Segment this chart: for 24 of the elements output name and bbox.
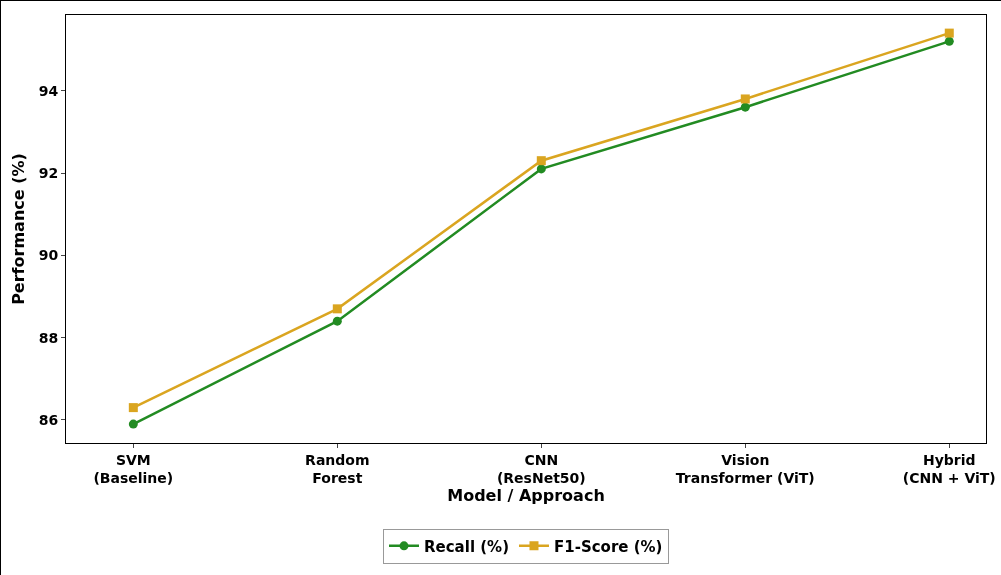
point [332, 304, 342, 314]
point [536, 156, 546, 166]
x-tick-label: Hybrid (CNN + ViT) [902, 451, 996, 486]
point [740, 94, 750, 104]
point [740, 102, 750, 112]
legend-label: F1-Score (%) [553, 537, 663, 556]
y-tick-label: 90 [38, 247, 59, 264]
x-tick-label: CNN (ResNet50) [496, 451, 586, 486]
y-tick-label: 86 [38, 411, 59, 428]
y-tick-label: 92 [38, 164, 59, 181]
y-tick-label: 94 [38, 82, 59, 99]
x-axis-title: Model / Approach [447, 486, 605, 505]
point [128, 403, 138, 413]
point [944, 36, 954, 46]
x-tick-label: SVM (Baseline) [93, 451, 174, 486]
x-tick-label: Random Forest [305, 451, 370, 486]
legend-label: Recall (%) [424, 537, 509, 556]
y-axis-title: Performance (%) [9, 153, 28, 305]
y-tick-label: 88 [38, 329, 59, 346]
point [128, 419, 138, 429]
point [944, 28, 954, 38]
point [536, 164, 546, 174]
point [332, 316, 342, 326]
x-tick-label: Vision Transformer (ViT) [675, 451, 815, 486]
